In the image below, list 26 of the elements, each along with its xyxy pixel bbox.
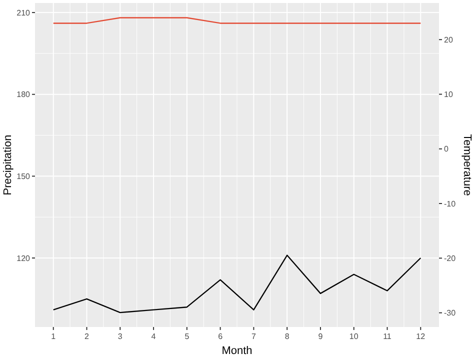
x-tick-label: 4	[151, 332, 156, 341]
x-tick-label: 1	[51, 332, 56, 341]
y-tick-label: 150	[16, 172, 31, 181]
y2-tick-label: 20	[444, 35, 454, 44]
x-tick-label: 2	[84, 332, 90, 341]
y2-tick-label: -10	[444, 199, 456, 208]
y-tick-label: 120	[16, 254, 31, 263]
x-tick-label: 9	[318, 332, 324, 341]
line-series	[52, 254, 422, 314]
y2-tick-label: 10	[444, 90, 454, 100]
x-tick-label: 5	[184, 332, 190, 341]
y2-axis-title: Temperature	[461, 134, 473, 196]
x-tick-label: 10	[349, 332, 359, 341]
x-axis-title: Month	[222, 345, 252, 357]
x-tick-label: 12	[416, 332, 426, 341]
y-tick-label: 210	[16, 8, 31, 18]
y2-tick-label: 0	[444, 144, 449, 154]
x-tick-label: 7	[251, 332, 256, 341]
x-tick-label: 11	[383, 332, 392, 341]
x-tick-label: 8	[284, 332, 290, 341]
y2-tick-label: -30	[444, 308, 456, 318]
x-tick-label: 3	[118, 332, 123, 341]
y-axis-title: Precipitation	[2, 134, 14, 196]
y-tick-label: 180	[16, 90, 31, 100]
y2-tick-label: -20	[444, 254, 456, 263]
x-tick-label: 6	[218, 332, 224, 341]
